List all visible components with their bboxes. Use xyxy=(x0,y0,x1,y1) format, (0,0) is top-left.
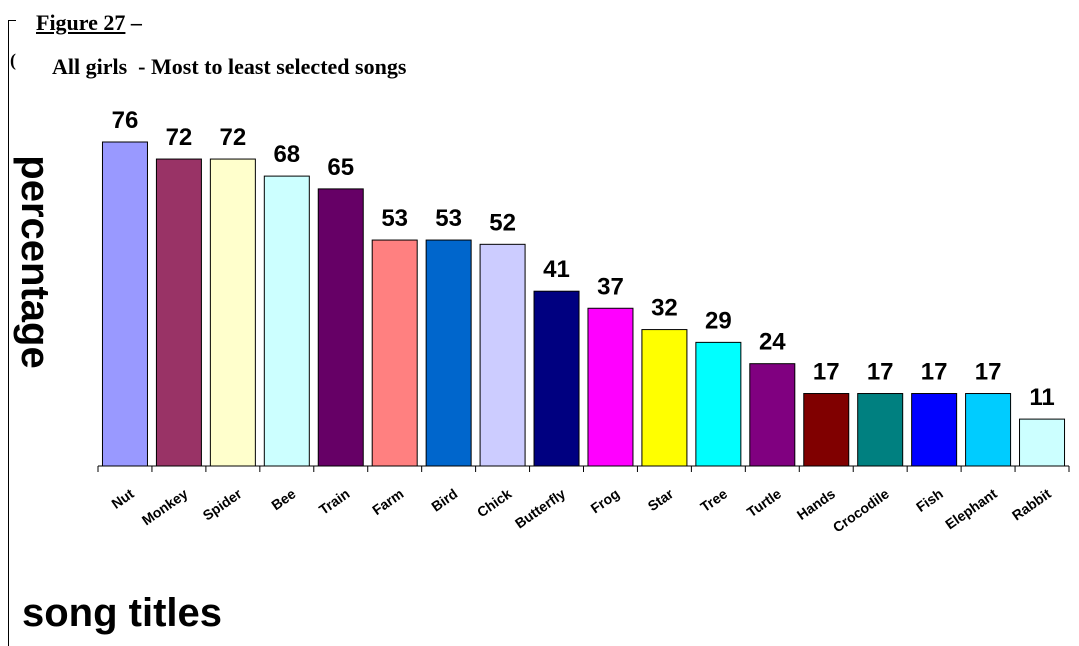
category-label-farm: Farm xyxy=(369,485,406,518)
category-label-chick: Chick xyxy=(474,485,515,520)
data-label-nut: 76 xyxy=(112,107,139,134)
data-label-fish: 17 xyxy=(921,359,948,386)
bar-turtle xyxy=(749,363,796,467)
category-label-hands: Hands xyxy=(794,485,838,523)
data-label-turtle: 24 xyxy=(759,329,786,356)
category-label-rabbit: Rabbit xyxy=(1009,485,1054,523)
data-label-elephant: 17 xyxy=(975,359,1002,386)
bar-spider xyxy=(209,158,256,467)
category-label-bee: Bee xyxy=(268,485,298,513)
data-label-monkey: 72 xyxy=(166,124,193,151)
bar-nut xyxy=(101,141,148,467)
category-label-crocodile: Crocodile xyxy=(830,485,892,535)
bar-series xyxy=(101,141,1066,467)
stray-mark: ( xyxy=(10,50,16,70)
category-label-turtle: Turtle xyxy=(744,485,784,520)
category-label-monkey: Monkey xyxy=(139,485,191,528)
category-label-frog: Frog xyxy=(588,485,623,516)
data-label-chick: 52 xyxy=(489,209,516,236)
figure-title: All girls - Most to least selected songs xyxy=(52,54,407,79)
bar-bee xyxy=(263,175,310,467)
category-labels: Nut Monkey Spider Bee Train Farm Bird ChickButt… xyxy=(108,485,1054,535)
category-label-elephant: Elephant xyxy=(942,485,1000,532)
category-label-butterfly: Butterfly xyxy=(512,485,569,531)
category-label-spider: Spider xyxy=(200,485,245,523)
bar-farm xyxy=(371,239,418,467)
bar-bird xyxy=(425,239,472,467)
bar-rabbit xyxy=(1019,418,1066,467)
data-label-farm: 53 xyxy=(381,205,408,232)
bar-monkey xyxy=(155,158,202,467)
bar-hands xyxy=(803,393,850,467)
data-labels: 76 72 72 68 65 53 53 52 41 37 32 29 24 17 17 17 17 11 xyxy=(112,107,1055,411)
frame-border-left xyxy=(8,20,9,646)
data-label-frog: 37 xyxy=(597,273,624,300)
data-label-hands: 17 xyxy=(813,359,840,386)
data-label-rabbit: 11 xyxy=(1029,384,1054,411)
figure-label: Figure 27 – xyxy=(36,10,142,36)
bar-butterfly xyxy=(533,290,580,467)
data-label-butterfly: 41 xyxy=(543,256,570,283)
bar-frog xyxy=(587,307,634,467)
category-label-tree: Tree xyxy=(697,485,730,515)
category-label-nut: Nut xyxy=(108,485,137,512)
category-label-fish: Fish xyxy=(913,485,946,515)
y-axis-label: percentage xyxy=(13,155,57,368)
x-axis-ticks xyxy=(97,466,1070,472)
bar-crocodile xyxy=(857,393,904,467)
category-label-star: Star xyxy=(645,485,677,514)
data-label-train: 65 xyxy=(327,154,354,181)
category-label-train: Train xyxy=(316,485,353,517)
figure-dash: – xyxy=(125,10,142,35)
frame-border-top-tick xyxy=(8,20,16,21)
bar-train xyxy=(317,188,364,467)
bar-star xyxy=(641,329,688,467)
bar-elephant xyxy=(965,393,1012,467)
data-label-tree: 29 xyxy=(705,307,732,334)
data-label-star: 32 xyxy=(651,295,678,322)
data-label-crocodile: 17 xyxy=(867,359,894,386)
category-label-bird: Bird xyxy=(428,485,460,514)
data-label-spider: 72 xyxy=(220,124,247,151)
data-label-bird: 53 xyxy=(435,205,462,232)
data-label-bee: 68 xyxy=(273,141,300,168)
figure-number: Figure 27 xyxy=(36,10,126,35)
bar-fish xyxy=(911,393,958,467)
x-axis-label: song titles xyxy=(22,591,222,635)
bar-tree xyxy=(695,341,742,467)
bar-chick xyxy=(479,243,526,467)
